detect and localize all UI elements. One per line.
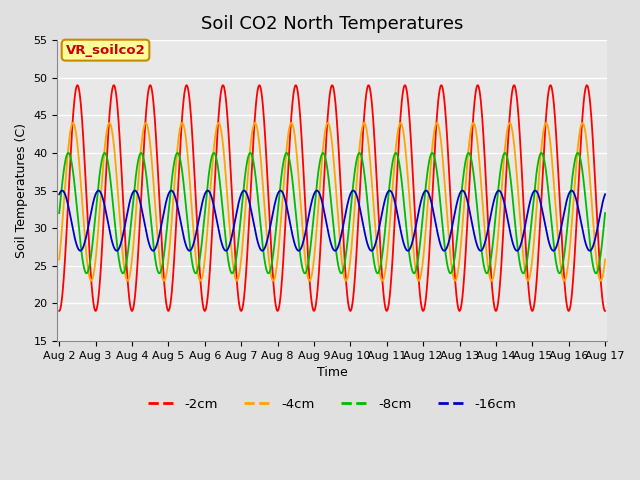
-2cm <box>177 131 185 137</box>
-4cm <box>306 278 314 284</box>
-4cm <box>537 149 545 155</box>
-8cm <box>537 151 545 156</box>
-2cm <box>537 211 545 216</box>
-16cm <box>163 194 171 200</box>
-16cm <box>489 203 497 208</box>
Title: Soil CO2 North Temperatures: Soil CO2 North Temperatures <box>201 15 463 33</box>
-8cm <box>56 210 63 216</box>
-4cm <box>324 120 332 126</box>
-8cm <box>177 161 185 167</box>
-16cm <box>440 248 448 253</box>
-16cm <box>601 192 609 197</box>
Text: VR_soilco2: VR_soilco2 <box>66 44 145 57</box>
-2cm <box>56 308 63 314</box>
-2cm <box>164 307 172 313</box>
-4cm <box>177 123 184 129</box>
Legend: -2cm, -4cm, -8cm, -16cm: -2cm, -4cm, -8cm, -16cm <box>142 393 522 416</box>
-8cm <box>164 217 172 223</box>
-4cm <box>489 276 497 282</box>
-16cm <box>238 190 246 196</box>
Line: -16cm: -16cm <box>60 191 605 251</box>
-16cm <box>422 188 430 193</box>
X-axis label: Time: Time <box>317 366 348 379</box>
Line: -8cm: -8cm <box>60 153 605 273</box>
-16cm <box>537 202 545 207</box>
-2cm <box>417 301 425 307</box>
-2cm <box>601 308 609 314</box>
-4cm <box>56 256 63 262</box>
-4cm <box>601 256 609 262</box>
-4cm <box>418 269 426 275</box>
-2cm <box>238 307 246 312</box>
-16cm <box>417 200 424 205</box>
-4cm <box>163 265 171 271</box>
-16cm <box>56 192 63 197</box>
-2cm <box>488 288 496 294</box>
-2cm <box>74 83 81 88</box>
-8cm <box>238 201 246 207</box>
Y-axis label: Soil Temperatures (C): Soil Temperatures (C) <box>15 123 28 258</box>
-8cm <box>417 231 425 237</box>
-8cm <box>488 244 496 250</box>
Line: -2cm: -2cm <box>60 85 605 311</box>
Line: -4cm: -4cm <box>60 123 605 281</box>
-16cm <box>177 219 184 225</box>
-8cm <box>601 210 609 216</box>
-4cm <box>238 252 246 257</box>
-8cm <box>592 270 600 276</box>
-8cm <box>65 150 72 156</box>
